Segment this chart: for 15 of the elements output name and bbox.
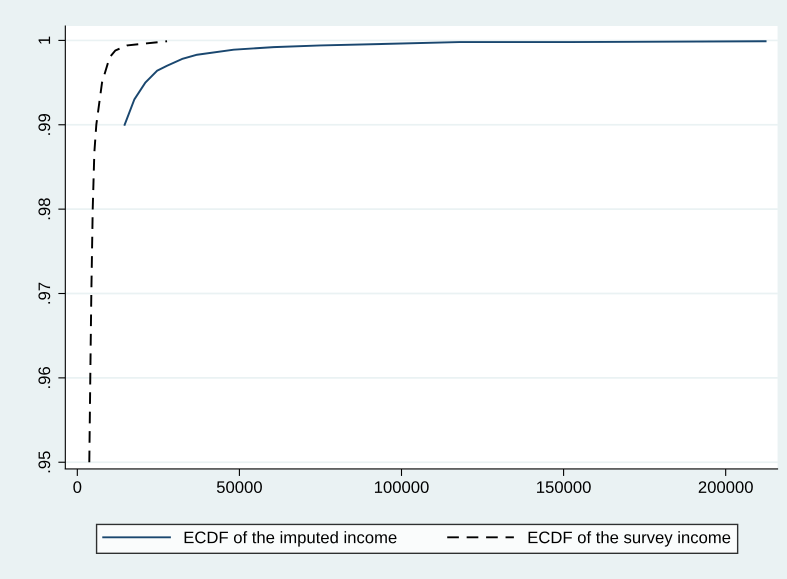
legend-label: ECDF of the survey income (528, 531, 730, 547)
x-tick-label: 50000 (216, 481, 262, 494)
y-tick-label: .95 (38, 451, 50, 472)
line-series (88, 40, 168, 464)
x-tick-label: 150000 (537, 481, 591, 494)
y-tick-label: .96 (38, 367, 50, 388)
y-tick-label: .97 (38, 282, 50, 304)
y-tick-label: .98 (38, 198, 50, 220)
x-tick-label: 200000 (698, 481, 753, 494)
legend-label: ECDF of the imputed income (184, 531, 396, 547)
x-tick-label: 100000 (374, 481, 429, 494)
x-tick-label: 0 (73, 481, 82, 494)
line-series (124, 40, 767, 126)
y-tick-label: .99 (38, 114, 50, 135)
y-tick-label: 1 (38, 36, 50, 44)
